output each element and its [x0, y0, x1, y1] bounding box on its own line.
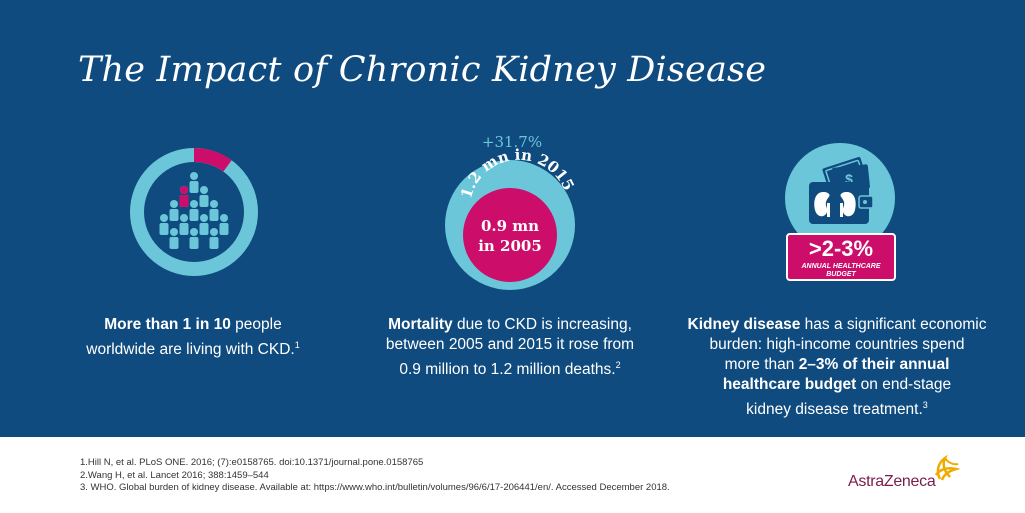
prevalence-text: More than 1 in 10 people worldwide are l… [58, 315, 328, 360]
budget-badge-line2: BUDGET [826, 271, 856, 278]
main-panel: The Impact of Chronic Kidney Disease [0, 0, 1025, 437]
mortality-inner-line1: 0.9 mn [481, 217, 539, 235]
footer: 1.Hill N, et al. PLoS ONE. 2016; (7):e01… [0, 437, 1025, 513]
references-list: 1.Hill N, et al. PLoS ONE. 2016; (7):e01… [80, 457, 670, 495]
astrazeneca-symbol-icon [934, 455, 960, 481]
mortality-line2: between 2005 and 2015 it rose from [385, 336, 635, 353]
reference-2: 2.Wang H, et al. Lancet 2016; 388:1459–5… [80, 469, 269, 481]
budget-line2: burden: high-income countries spend [709, 336, 965, 353]
budget-line3-bold: 2–3% of their annual [798, 356, 950, 373]
page-title: The Impact of Chronic Kidney Disease [78, 50, 767, 90]
prevalence-ref: 1 [294, 340, 300, 350]
prevalence-graphic [130, 148, 258, 276]
budget-line5: kidney disease treatment. [746, 401, 923, 419]
reference-1: 1.Hill N, et al. PLoS ONE. 2016; (7):e01… [80, 457, 424, 468]
prevalence-line2: worldwide are living with CKD. [86, 341, 295, 359]
mortality-graphic: +31.7% 1.2 mn in 2015 0.9 mn in 2005 [445, 133, 578, 290]
budget-badge-value: >2-3% [809, 236, 873, 261]
prevalence-ring-highlight [130, 148, 258, 276]
mortality-inner-circle [463, 188, 557, 282]
people-icon [159, 172, 229, 249]
budget-ref: 3 [922, 400, 928, 410]
mortality-text: Mortality due to CKD is increasing, betw… [365, 315, 655, 380]
budget-badge [786, 233, 896, 281]
prevalence-rest: people [230, 316, 282, 333]
prevalence-bold: More than 1 in 10 [104, 316, 231, 333]
budget-line3-plain: more than [724, 356, 799, 373]
astrazeneca-logo: AstraZeneca [848, 473, 936, 490]
budget-text: Kidney disease has a significant economi… [672, 315, 1002, 420]
budget-badge-line1: ANNUAL HEALTHCARE [800, 263, 880, 270]
budget-line4-bold: healthcare budget [722, 376, 857, 393]
wallet-icon: $ [809, 156, 874, 224]
mortality-inner-line2: in 2005 [478, 237, 542, 255]
mortality-line3: 0.9 million to 1.2 million deaths. [399, 361, 616, 379]
budget-graphic: $ >2-3% ANNUAL HEALTHCARE BUDGET [785, 143, 896, 281]
budget-line4-rest: on end-stage [856, 376, 952, 393]
reference-3: 3. WHO. Global burden of kidney disease.… [80, 482, 670, 493]
mortality-rest: due to CKD is increasing, [452, 316, 632, 333]
mortality-bold: Mortality [388, 316, 453, 333]
budget-rest1: has a significant economic [800, 316, 987, 333]
mortality-ref: 2 [615, 360, 621, 370]
svg-text:$: $ [845, 171, 853, 187]
mortality-increase: +31.7% [482, 133, 542, 151]
kidney-icon [814, 192, 856, 217]
budget-bold1: Kidney disease [687, 316, 801, 333]
